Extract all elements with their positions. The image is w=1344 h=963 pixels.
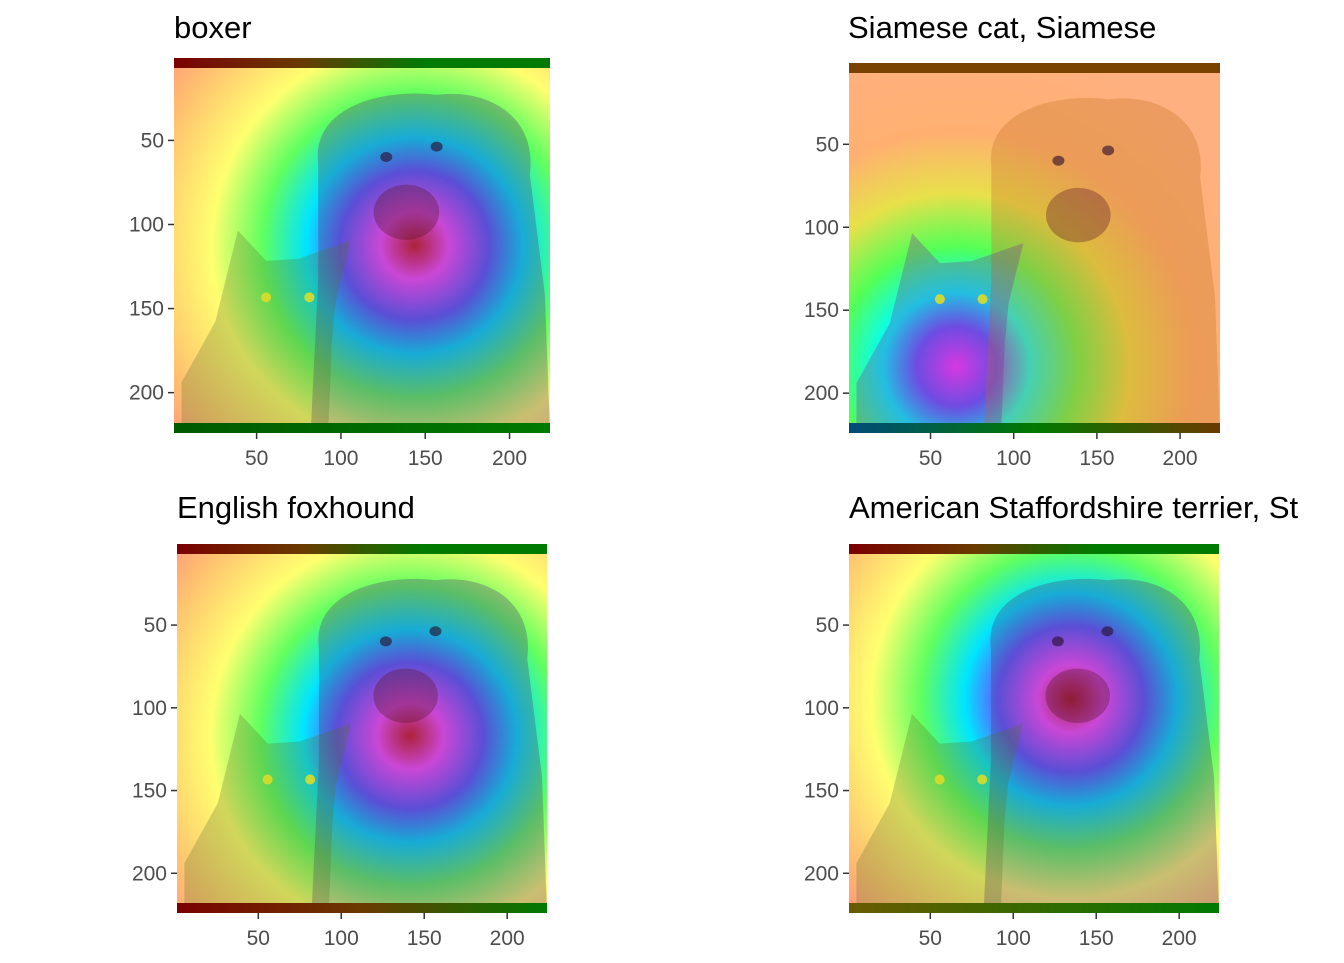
activation-heatmap [849,63,1220,433]
x-tick-label: 50 [919,927,942,950]
y-tick-label: 100 [132,697,167,720]
x-tick-label: 150 [408,447,443,470]
heatmap-bottom-strip [849,423,1220,433]
dog-snout [1045,668,1110,723]
y-tick-label: 50 [141,129,164,152]
heatmap-bottom-strip [849,903,1219,913]
dog-snout [373,184,440,240]
heatmap-panel-2: 50 100 150 200 50 100 150 200 [804,63,1220,470]
dog-silhouette [983,97,1220,434]
heatmap-top-strip [849,63,1220,73]
y-tick-label: 50 [144,614,167,637]
x-tick-label: 100 [996,927,1031,950]
x-tick-label: 50 [247,927,270,950]
x-tick-label: 50 [245,447,268,470]
x-tick-label: 150 [1079,927,1114,950]
dog-snout [373,668,438,723]
cat-eye-right [304,292,315,303]
cat-eye-right [305,774,316,785]
dog-eye-right [430,141,443,152]
cat-silhouette [184,713,351,913]
panel-title-1: boxer [174,10,252,45]
heatmap-bottom-strip [174,423,550,433]
activation-heatmap [849,544,1219,913]
cat-silhouette [181,230,351,433]
activation-heatmap [177,544,547,913]
cat-eye-right [977,774,988,785]
cat-eye-left [934,774,945,785]
dog-eye-right [1101,626,1114,637]
cat-eye-left [934,294,945,305]
panel-title-3: English foxhound [177,490,415,525]
x-tick-label: 200 [1162,927,1197,950]
y-tick-label: 200 [804,862,839,885]
cat-eye-left [262,774,273,785]
y-tick-label: 100 [129,213,164,236]
y-tick-label: 150 [804,299,839,322]
dog-eye-right [429,626,442,637]
x-tick-label: 200 [1163,447,1198,470]
dog-silhouette [983,578,1219,913]
dog-eye-left [379,636,392,647]
x-tick-label: 150 [407,927,442,950]
panel-title-4: American Staffordshire terrier, St [849,490,1299,525]
dog-silhouette [311,578,547,913]
heatmap-panel-4: 50 100 150 200 50 100 150 200 [804,544,1219,950]
cat-silhouette [856,713,1023,913]
y-tick-label: 50 [816,133,839,156]
y-tick-label: 100 [804,697,839,720]
cat-eye-left [261,292,272,303]
heatmap-top-strip [849,544,1219,554]
x-tick-label: 100 [996,447,1031,470]
dog-eye-left [1051,636,1064,647]
y-tick-label: 200 [132,862,167,885]
x-tick-label: 50 [919,447,942,470]
dog-eye-left [380,152,393,162]
dog-eye-right [1102,145,1115,156]
heatmap-panel-1: 50 100 150 200 50 100 150 200 [129,58,550,470]
y-tick-label: 200 [129,382,164,405]
cat-silhouette [856,233,1024,433]
activation-heatmap [174,58,550,433]
dog-eye-left [1052,155,1065,166]
x-tick-label: 100 [323,447,358,470]
x-tick-label: 200 [490,927,525,950]
panel-title-2: Siamese cat, Siamese [848,10,1157,45]
dog-silhouette [310,93,550,434]
y-tick-label: 50 [816,614,839,637]
heatmap-panel-3: 50 100 150 200 50 100 150 200 [132,544,547,950]
y-tick-label: 150 [804,780,839,803]
y-tick-label: 150 [129,298,164,321]
heatmap-top-strip [177,544,547,554]
heatmap-bottom-strip [177,903,547,913]
x-tick-label: 200 [492,447,527,470]
y-tick-label: 100 [804,216,839,239]
x-tick-label: 100 [324,927,359,950]
cat-eye-right [977,294,988,305]
x-tick-label: 150 [1079,447,1114,470]
y-tick-label: 200 [804,382,839,405]
heatmap-top-strip [174,58,550,68]
dog-snout [1046,187,1111,243]
y-tick-label: 150 [132,780,167,803]
